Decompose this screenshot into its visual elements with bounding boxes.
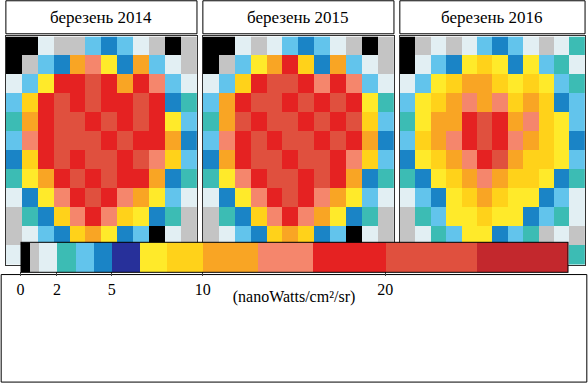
svg-text:(nanoWatts/cm²/sr): (nanoWatts/cm²/sr) <box>233 288 356 306</box>
svg-text:березень 2014: березень 2014 <box>50 8 152 27</box>
svg-text:20: 20 <box>377 281 393 298</box>
svg-text:5: 5 <box>108 281 116 298</box>
svg-text:2: 2 <box>53 281 61 298</box>
svg-text:10: 10 <box>195 281 211 298</box>
svg-text:березень 2016: березень 2016 <box>441 8 543 27</box>
svg-text:березень 2015: березень 2015 <box>247 8 349 27</box>
svg-text:0: 0 <box>17 281 25 298</box>
